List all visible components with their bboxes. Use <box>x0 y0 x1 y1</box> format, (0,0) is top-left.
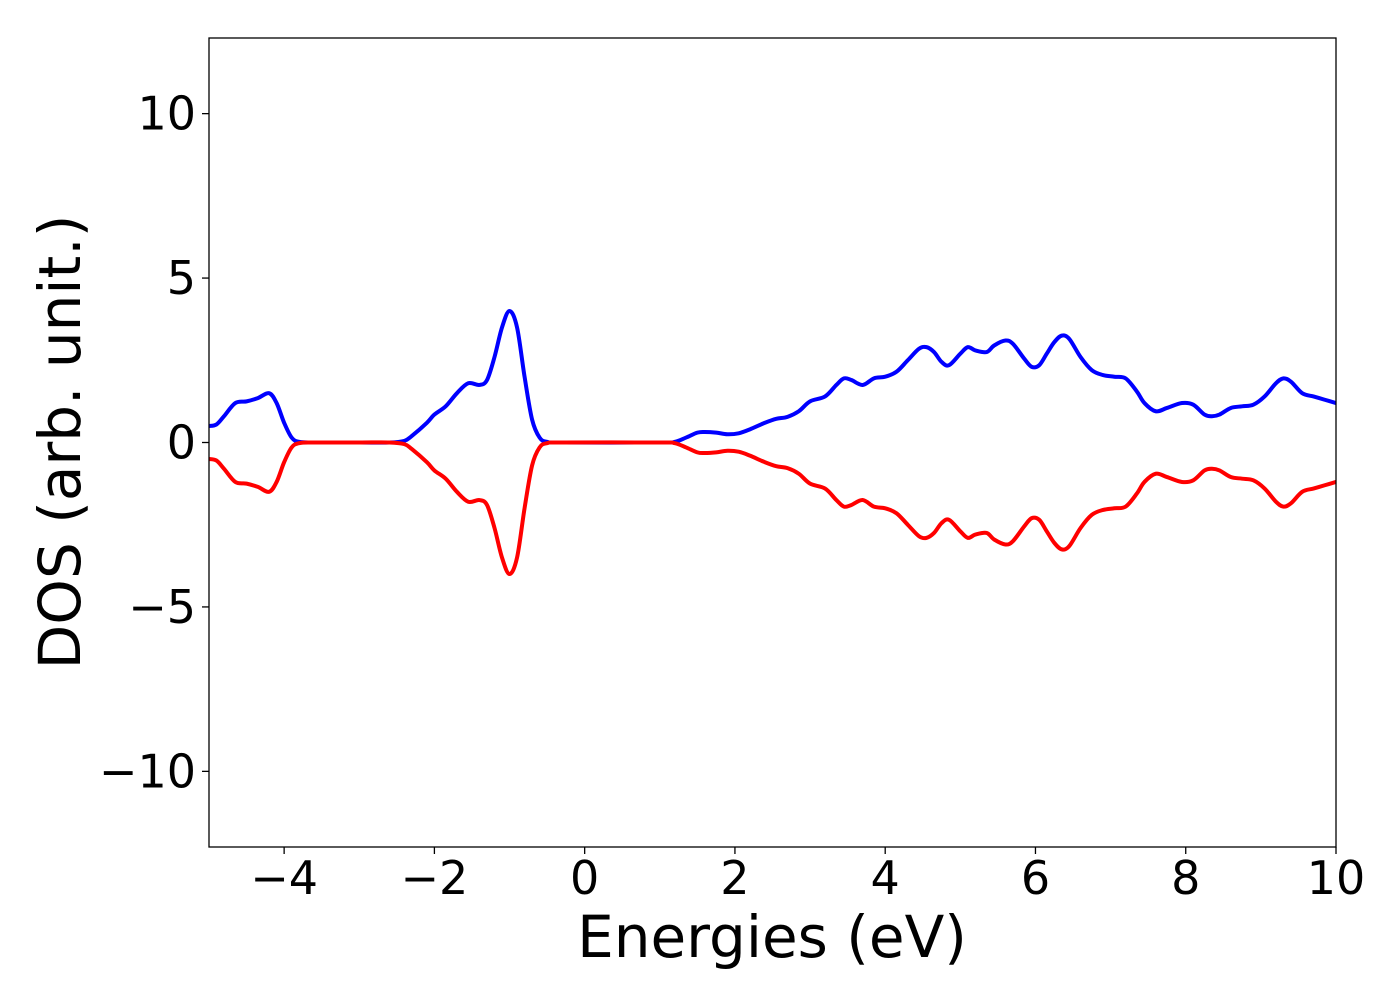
x-tick-label: 6 <box>1021 851 1050 905</box>
series-line-1 <box>209 440 1336 577</box>
y-tick-label: 5 <box>167 251 196 305</box>
y-tick-label: 10 <box>137 87 196 141</box>
y-axis: 10 5 0 −5 −10 <box>99 87 209 798</box>
y-tick-label: −10 <box>99 744 196 798</box>
x-tick-label: −4 <box>250 851 318 905</box>
x-tick-label: 0 <box>570 851 599 905</box>
x-tick-label: −2 <box>400 851 468 905</box>
x-axis-title: Energies (eV) <box>577 903 967 971</box>
x-tick-label: 8 <box>1171 851 1200 905</box>
x-tick-label: 2 <box>720 851 749 905</box>
x-axis: −4 −2 0 2 4 6 8 10 <box>250 847 1365 905</box>
x-tick-label: 10 <box>1307 851 1366 905</box>
series-line-0 <box>209 308 1336 445</box>
y-axis-title: DOS (arb. unit.) <box>26 215 94 670</box>
y-tick-label: −5 <box>128 580 196 634</box>
x-tick-label: 4 <box>871 851 900 905</box>
series-layer <box>209 308 1336 577</box>
y-tick-label: 0 <box>167 416 196 470</box>
